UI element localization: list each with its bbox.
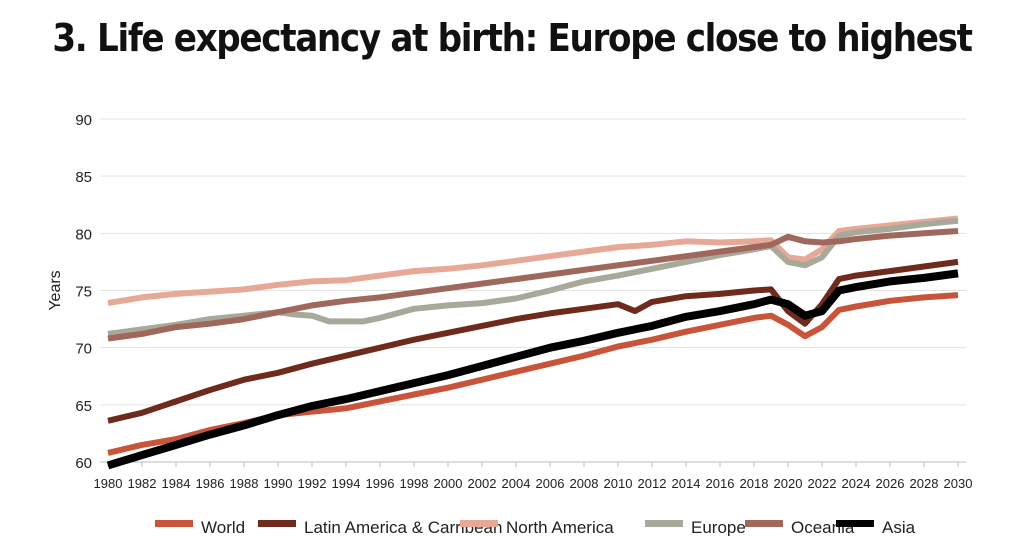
legend-swatch-4 [745, 520, 783, 527]
x-tick-label: 1986 [196, 476, 225, 491]
legend-swatch-2 [460, 520, 498, 527]
y-tick-label: 90 [75, 112, 92, 129]
x-tick-label: 2028 [910, 476, 939, 491]
chart-title: 3. Life expectancy at birth: Europe clos… [52, 16, 973, 60]
y-tick-label: 85 [75, 169, 92, 186]
x-tick-label: 2000 [434, 476, 463, 491]
y-axis-ticks: 60 65 70 75 80 85 90 [75, 112, 92, 472]
x-tick-label: 1996 [366, 476, 395, 491]
x-tick-label: 1992 [298, 476, 327, 491]
x-tick-label: 2026 [876, 476, 905, 491]
x-tick-label: 2024 [842, 476, 871, 491]
x-tick-label: 2012 [638, 476, 667, 491]
x-tick-label: 2030 [944, 476, 973, 491]
x-tick-label: 2014 [672, 476, 701, 491]
x-tick-label: 2004 [502, 476, 531, 491]
series-lines [106, 215, 959, 470]
legend-label-5: Asia [882, 518, 916, 536]
x-tick-label: 2006 [536, 476, 565, 491]
legend: World Latin America & Carribean North Amer… [155, 518, 916, 536]
x-tick-label: 2016 [706, 476, 735, 491]
series-line-4 [107, 228, 959, 342]
y-tick-label: 60 [75, 455, 92, 472]
x-tick-label: 1988 [230, 476, 259, 491]
x-tick-label: 1990 [264, 476, 293, 491]
x-tick-label: 1984 [162, 476, 191, 491]
series-line-5 [106, 269, 959, 470]
x-tick-label: 1994 [332, 476, 361, 491]
x-tick-label: 1982 [128, 476, 157, 491]
y-tick-label: 80 [75, 226, 92, 243]
x-tick-label: 2010 [604, 476, 633, 491]
x-tick-label: 2018 [740, 476, 769, 491]
y-axis-label: Years [47, 270, 64, 310]
x-tick-label: 2008 [570, 476, 599, 491]
y-tick-label: 65 [75, 398, 92, 415]
legend-label-3: Europe [691, 518, 746, 536]
x-tick-label: 2022 [808, 476, 837, 491]
legend-swatch-0 [155, 520, 193, 527]
legend-swatch-3 [645, 520, 683, 527]
x-tick-label: 1980 [94, 476, 123, 491]
legend-label-2: North America [506, 518, 614, 536]
legend-swatch-1 [258, 520, 296, 527]
gridlines [100, 118, 966, 406]
legend-swatch-5 [836, 520, 874, 527]
x-tick-label: 2002 [468, 476, 497, 491]
x-tick-label: 1998 [400, 476, 429, 491]
legend-label-1: Latin America & Carribean [304, 518, 502, 536]
x-tick-label: 2020 [774, 476, 803, 491]
y-tick-label: 70 [75, 341, 92, 358]
legend-label-0: World [201, 518, 245, 536]
series-line-1 [107, 258, 959, 424]
y-tick-label: 75 [75, 284, 92, 301]
x-axis-ticks: 1980 1982 1984 1986 1988 1990 1992 1994 1996 1998… [94, 462, 973, 491]
